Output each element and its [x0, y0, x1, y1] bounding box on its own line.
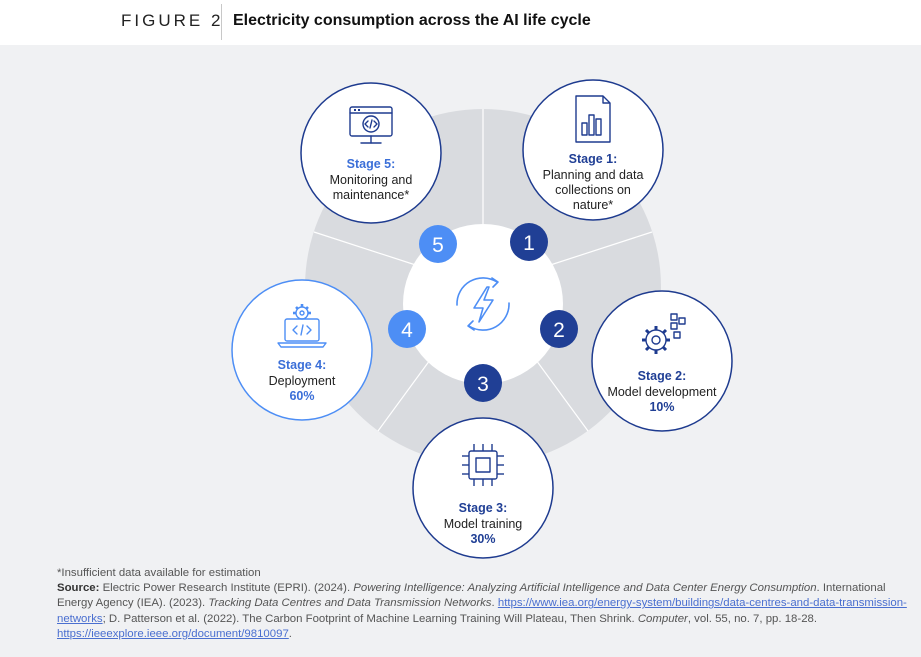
stage-4-line-1: Deployment [269, 374, 336, 388]
source-text-2: . International Energy Agency (IEA). (20… [57, 582, 886, 610]
stage-5-line-2: maintenance* [333, 188, 410, 202]
stage-badge-5: 5 [419, 225, 457, 263]
svg-text:5: 5 [432, 234, 444, 257]
source-title-1: Powering Intelligence: Analyzing Artific… [353, 582, 817, 595]
svg-text:2: 2 [553, 319, 565, 342]
footnote: *Insufficient data available for estimat… [57, 567, 261, 579]
stage-3-heading: Stage 3: [459, 501, 508, 515]
stage-3-circle: Stage 3: Model training 30% [412, 417, 554, 559]
stage-2-share: 10% [649, 400, 674, 414]
source-text-3: . [491, 597, 498, 610]
stage-5-heading: Stage 5: [347, 157, 396, 171]
stage-badge-4: 4 [388, 310, 426, 348]
source-citation: Source: Electric Power Research Institut… [57, 581, 909, 642]
bar-chart-document-icon [575, 95, 611, 143]
lightning-cycle-icon [456, 277, 510, 331]
svg-text:1: 1 [523, 232, 535, 255]
header-divider [221, 4, 222, 40]
stage-4-circle: Stage 4: Deployment 60% [231, 279, 373, 421]
source-label: Source: [57, 582, 100, 595]
stage-3-share: 30% [470, 532, 495, 546]
laptop-code-gear-icon [277, 304, 327, 348]
stage-badge-2: 2 [540, 310, 578, 348]
svg-text:3: 3 [477, 373, 489, 396]
stage-1-line-3: nature* [573, 198, 613, 212]
monitor-code-icon [349, 106, 393, 144]
stage-3-line-1: Model training [444, 517, 523, 531]
ieee-link[interactable]: https://ieeexplore.ieee.org/document/981… [57, 627, 289, 640]
stage-1-line-2: collections on [555, 183, 631, 197]
source-text-6: . [288, 627, 292, 640]
figure-title: Electricity consumption across the AI li… [233, 12, 591, 29]
source-text-4: ; D. Patterson et al. (2022). The Carbon… [102, 612, 638, 625]
stage-4-share: 60% [289, 389, 314, 403]
stage-badge-3: 3 [464, 364, 502, 402]
stage-1-circle: Stage 1: Planning and data collections o… [522, 79, 664, 221]
stage-4-heading: Stage 4: [278, 358, 327, 372]
source-text-1: Electric Power Research Institute (EPRI)… [99, 582, 354, 595]
gears-icon [642, 313, 686, 354]
stage-badge-1: 1 [510, 223, 548, 261]
figure-label: FIGURE 2 [121, 11, 224, 30]
source-title-2: Tracking Data Centres and Data Transmiss… [208, 597, 492, 610]
life-cycle-diagram: 1 2 3 4 5 Stage 5: Monitoring and [231, 79, 733, 559]
stage-1-heading: Stage 1: [569, 152, 618, 166]
center-circle [403, 224, 563, 384]
stage-2-circle: Stage 2: Model development 10% [591, 290, 733, 432]
svg-text:4: 4 [401, 319, 413, 342]
iea-link[interactable]: https://www.iea.org/energy-system/buildi… [57, 597, 907, 625]
stage-2-line-1: Model development [607, 385, 717, 399]
stage-2-heading: Stage 2: [638, 369, 687, 383]
figure-header: FIGURE 2 Electricity consumption across … [0, 0, 921, 45]
source-text-5: , vol. 55, no. 7, pp. 18-28. [687, 612, 818, 625]
footer-notes: *Insufficient data available for estimat… [57, 566, 909, 642]
chip-icon [462, 444, 504, 486]
stage-5-line-1: Monitoring and [330, 173, 413, 187]
stage-5-circle: Stage 5: Monitoring and maintenance* [300, 82, 442, 224]
stage-1-line-1: Planning and data [543, 168, 644, 182]
ring-dividers [313, 109, 653, 432]
source-title-4: Computer [637, 612, 688, 625]
